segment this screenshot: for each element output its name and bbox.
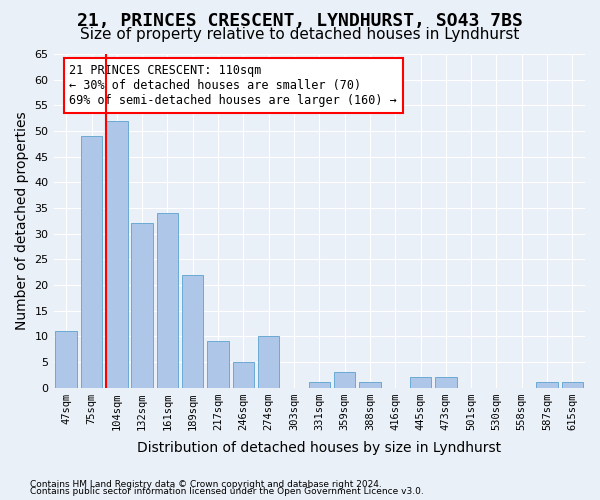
Text: Contains public sector information licensed under the Open Government Licence v3: Contains public sector information licen… (30, 487, 424, 496)
Bar (334, 372, 355, 388)
Text: Size of property relative to detached houses in Lyndhurst: Size of property relative to detached ho… (80, 28, 520, 42)
Bar (55, 331, 77, 388)
Bar (207, 342, 229, 388)
Bar (562, 382, 583, 388)
Text: Contains HM Land Registry data © Crown copyright and database right 2024.: Contains HM Land Registry data © Crown c… (30, 480, 382, 489)
Bar (435, 378, 457, 388)
Bar (81, 136, 102, 388)
Bar (182, 274, 203, 388)
Text: 21 PRINCES CRESCENT: 110sqm
← 30% of detached houses are smaller (70)
69% of sem: 21 PRINCES CRESCENT: 110sqm ← 30% of det… (70, 64, 397, 107)
X-axis label: Distribution of detached houses by size in Lyndhurst: Distribution of detached houses by size … (137, 441, 502, 455)
Bar (106, 120, 128, 388)
Bar (131, 224, 153, 388)
Bar (410, 378, 431, 388)
Y-axis label: Number of detached properties: Number of detached properties (15, 112, 29, 330)
Bar (308, 382, 330, 388)
Bar (359, 382, 380, 388)
Bar (157, 213, 178, 388)
Bar (258, 336, 280, 388)
Bar (536, 382, 558, 388)
Text: 21, PRINCES CRESCENT, LYNDHURST, SO43 7BS: 21, PRINCES CRESCENT, LYNDHURST, SO43 7B… (77, 12, 523, 30)
Bar (233, 362, 254, 388)
